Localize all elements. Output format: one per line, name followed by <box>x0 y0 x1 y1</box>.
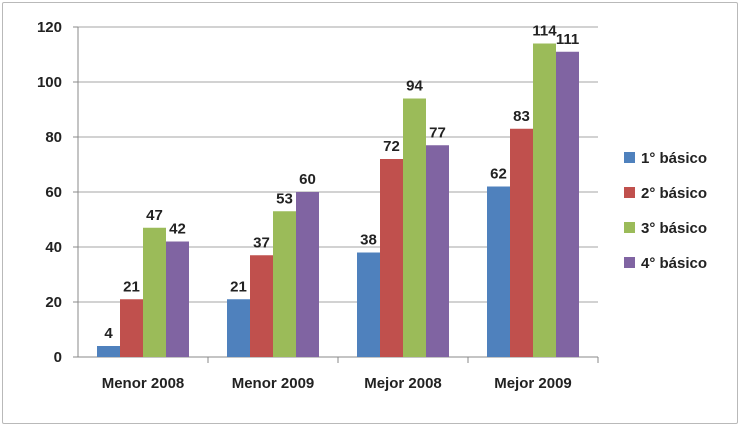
x-tick-label: Mejor 2009 <box>494 375 572 392</box>
x-tick-label: Menor 2009 <box>232 375 315 392</box>
data-label: 62 <box>490 166 507 183</box>
bar <box>487 186 510 357</box>
data-label: 60 <box>299 171 316 188</box>
bar <box>120 299 143 357</box>
data-label: 42 <box>169 221 186 238</box>
y-axis-ticks: 0 20 40 60 80 100 120 <box>37 19 62 366</box>
bar <box>250 255 273 357</box>
legend: 1° básico 2° básico 3° básico 4° básico <box>624 150 707 272</box>
y-tick-label: 40 <box>45 239 62 256</box>
data-label: 83 <box>513 108 530 125</box>
data-label: 21 <box>230 278 247 295</box>
legend-swatch <box>624 152 635 163</box>
y-tick-label: 100 <box>37 74 62 91</box>
data-label: 77 <box>429 124 446 141</box>
data-label: 94 <box>406 78 423 95</box>
data-label: 38 <box>360 232 377 249</box>
data-label: 37 <box>253 234 270 251</box>
y-tick-label: 80 <box>45 129 62 146</box>
bar <box>166 241 189 357</box>
x-tick-label: Mejor 2008 <box>364 375 442 392</box>
bar <box>227 299 250 357</box>
data-label: 72 <box>383 138 400 155</box>
legend-swatch <box>624 187 635 198</box>
bar <box>533 43 556 357</box>
legend-label: 2° básico <box>641 185 707 202</box>
bar <box>403 98 426 357</box>
data-label: 114 <box>532 23 557 40</box>
x-tick-label: Menor 2008 <box>102 375 185 392</box>
legend-label: 3° básico <box>641 220 707 237</box>
x-axis-ticks: Menor 2008 Menor 2009 Mejor 2008 Mejor 2009 <box>102 375 572 392</box>
bar <box>357 252 380 357</box>
data-label: 47 <box>146 207 163 224</box>
y-tick-label: 120 <box>37 19 62 36</box>
bar <box>273 211 296 357</box>
bar <box>426 145 449 357</box>
legend-label: 4° básico <box>641 255 707 272</box>
bar <box>380 159 403 357</box>
y-tick-label: 0 <box>54 349 62 366</box>
bar <box>97 346 120 357</box>
legend-swatch <box>624 222 635 233</box>
bar <box>143 227 166 357</box>
data-label: 111 <box>556 31 579 48</box>
data-label: 4 <box>104 325 113 342</box>
data-label: 21 <box>123 278 140 295</box>
bar <box>556 51 579 357</box>
legend-swatch <box>624 257 635 268</box>
legend-label: 1° básico <box>641 150 707 167</box>
y-tick-label: 20 <box>45 294 62 311</box>
bar <box>296 192 319 357</box>
bars <box>97 43 579 357</box>
data-label: 53 <box>276 190 293 207</box>
data-labels: 4 21 47 42 21 37 53 60 38 72 94 77 62 83 114 111 <box>104 23 579 343</box>
y-tick-label: 60 <box>45 184 62 201</box>
bar <box>510 128 533 357</box>
